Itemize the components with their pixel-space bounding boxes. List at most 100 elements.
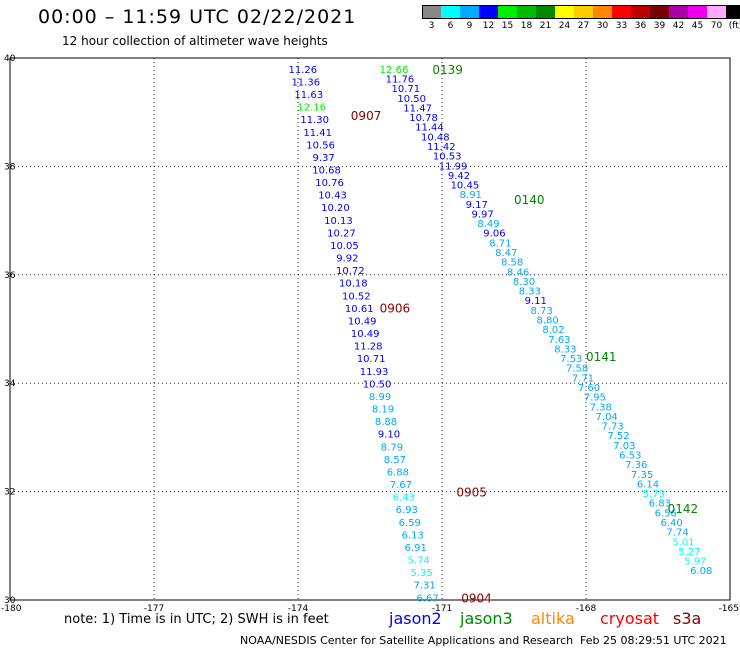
colorbar-label: 24: [558, 21, 571, 31]
wave-height-value: 9.17: [466, 200, 488, 211]
wave-height-value: 10.78: [409, 113, 438, 124]
y-tick-label: 36: [4, 271, 16, 281]
wave-height-value: 7.71: [572, 373, 594, 384]
wave-height-value: 10.49: [351, 329, 380, 340]
wave-height-value: 7.31: [413, 581, 435, 592]
wave-height-value: 6.59: [399, 518, 421, 529]
wave-height-value: 10.68: [312, 165, 341, 176]
wave-height-value: 10.52: [342, 291, 371, 302]
footer-timestamp: Feb 25 08:29:51 UTC 2021: [580, 634, 727, 647]
colorbar-label: 15: [501, 21, 514, 31]
legend-jason2: jason2: [389, 609, 442, 628]
wave-height-value: 10.20: [321, 203, 350, 214]
wave-height-value: 5.27: [678, 547, 700, 558]
wave-height-value: 8.49: [477, 219, 499, 230]
wave-height-value: 7.38: [590, 402, 612, 413]
wave-height-value: 8.57: [384, 455, 406, 466]
wave-height-value: 11.36: [291, 77, 320, 88]
wave-height-value: 7.58: [566, 364, 588, 375]
wave-height-value: 6.56: [655, 508, 677, 519]
wave-height-value: 7.03: [613, 441, 635, 452]
wave-height-value: 6.14: [637, 479, 659, 490]
colorbar-swatch: [650, 5, 669, 19]
colorbar-swatch: [498, 5, 517, 19]
wave-height-value: 11.63: [294, 90, 323, 101]
colorbar-label: 12: [482, 21, 495, 31]
wave-height-value: 8.80: [536, 316, 558, 327]
page-subtitle: 12 hour collection of altimeter wave hei…: [62, 34, 328, 48]
wave-height-value: 12.66: [380, 65, 409, 76]
colorbar-label: 21: [539, 21, 552, 31]
colorbar-swatch: [593, 5, 612, 19]
map-frame: [9, 57, 731, 601]
wave-height-value: 11.42: [427, 142, 456, 153]
wave-height-value: 11.41: [303, 128, 332, 139]
wave-height-value: 7.74: [666, 528, 688, 539]
x-tick-label: -174: [288, 604, 309, 614]
wave-height-value: 8.79: [381, 442, 403, 453]
wave-height-value: 8.58: [501, 258, 523, 269]
colorbar-swatch: [555, 5, 574, 19]
wave-height-value: 6.91: [405, 543, 427, 554]
pass-time-label: 0905: [456, 486, 487, 500]
colorbar-swatch: [422, 5, 441, 19]
legend-cryosat: cryosat: [600, 609, 660, 628]
wave-height-value: 9.11: [525, 296, 547, 307]
pass-time-label: 0904: [461, 591, 492, 605]
wave-height-value: 6.40: [661, 518, 683, 529]
wave-height-value: 11.99: [439, 161, 468, 172]
wave-height-value: 10.53: [433, 152, 462, 163]
wave-height-value: 9.92: [336, 254, 358, 265]
wave-height-value: 6.67: [416, 593, 438, 604]
wave-height-value: 8.46: [507, 267, 529, 278]
colorbar-label: 30: [596, 21, 609, 31]
wave-height-value: 6.93: [396, 505, 418, 516]
y-tick-label: 38: [4, 162, 16, 172]
wave-height-value: 7.04: [596, 412, 618, 423]
wave-height-value: 8.47: [495, 248, 517, 259]
legend-s3a: s3a: [673, 609, 702, 628]
colorbar-label: 45: [691, 21, 704, 31]
y-tick-label: 40: [4, 54, 16, 64]
pass-time-label: 0140: [514, 193, 545, 207]
wave-height-value: 11.26: [288, 65, 317, 76]
x-tick-label: -165: [719, 604, 739, 614]
wave-height-value: 5.01: [672, 537, 694, 548]
colorbar-swatch: [536, 5, 555, 19]
wave-height-value: 7.67: [390, 480, 412, 491]
wave-height-value: 11.30: [300, 115, 329, 126]
wave-height-value: 9.97: [471, 209, 493, 220]
footer-source: NOAA/NESDIS Center for Satellite Applica…: [240, 634, 574, 647]
colorbar-outline: [422, 5, 740, 19]
wave-height-value: 8.71: [489, 238, 511, 249]
wave-height-value: 8.99: [369, 392, 391, 403]
wave-height-value: 11.47: [403, 103, 432, 114]
wave-height-value: 8.19: [372, 405, 394, 416]
page-title: 00:00 – 11:59 UTC 02/22/2021: [38, 6, 357, 28]
wave-height-value: 5.35: [411, 568, 433, 579]
wave-height-value: 9.42: [448, 171, 470, 182]
colorbar-label: 36: [634, 21, 647, 31]
colorbar-label: 6: [447, 21, 454, 31]
wave-height-value: 6.83: [649, 499, 671, 510]
colorbar-label: (ft): [728, 21, 740, 31]
colorbar-label: 70: [710, 21, 723, 31]
wave-height-value: 10.56: [306, 140, 335, 151]
colorbar-swatch: [688, 5, 707, 19]
wave-height-value: 9.06: [483, 229, 505, 240]
colorbar-swatch: [517, 5, 536, 19]
colorbar-label: 39: [653, 21, 666, 31]
wave-height-value: 11.76: [386, 74, 415, 85]
pass-time-label: 0907: [351, 109, 382, 123]
y-tick-label: 32: [4, 488, 15, 498]
x-tick-label: -180: [1, 604, 22, 614]
wave-height-value: 7.36: [625, 460, 647, 471]
track-0139-0142: 12.6611.7610.7110.5011.4710.7811.4410.48…: [380, 65, 713, 577]
wave-height-value: 7.52: [607, 431, 629, 442]
wave-height-value: 10.49: [348, 316, 377, 327]
wave-height-value: 11.93: [360, 367, 389, 378]
y-tick-label: 34: [4, 379, 16, 389]
wave-height-value: 10.13: [324, 216, 353, 227]
wave-height-value: 7.63: [548, 335, 570, 346]
